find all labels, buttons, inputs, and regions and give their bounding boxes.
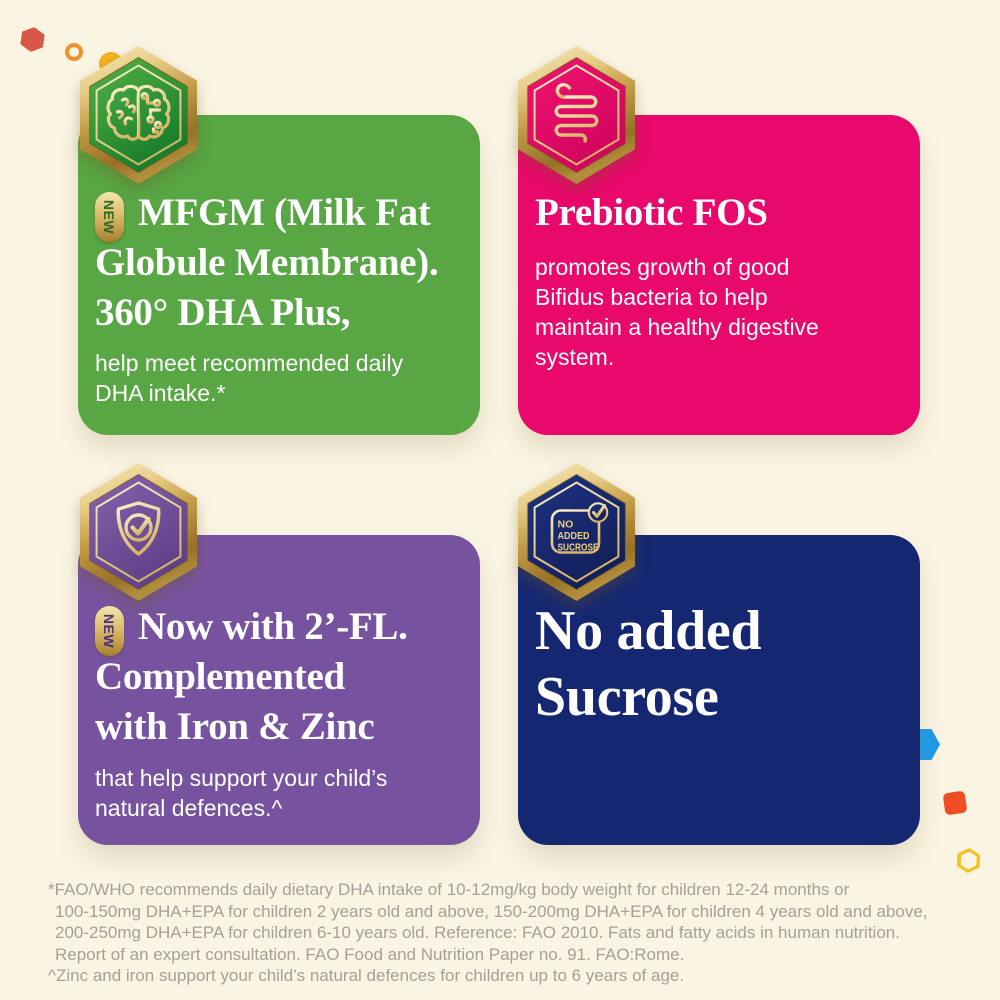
footnote-line: ^Zinc and iron support your child’s natu…	[48, 966, 685, 985]
footnotes: *FAO/WHO recommends daily dietary DHA in…	[48, 879, 953, 987]
hex-badge-prebiotic	[518, 46, 635, 184]
hex-badge-two-fl	[80, 463, 197, 601]
card-body-line: system.	[535, 344, 615, 370]
card-mfgm: NEW MFGM (Milk Fat Globule Membrane). 36…	[78, 115, 480, 435]
deco-red-hexagon	[19, 26, 45, 54]
seal-text-line: NO	[558, 519, 574, 531]
card-heading-line: Globule Membrane).	[95, 241, 439, 284]
footnote-line: *FAO/WHO recommends daily dietary DHA in…	[48, 880, 850, 899]
card-body-line: promotes growth of good	[535, 254, 790, 280]
no-added-sucrose-seal-icon: NO ADDED SUCROSE	[550, 502, 609, 554]
card-heading-line: Sucrose	[535, 666, 719, 728]
new-badge: NEW	[95, 606, 124, 656]
card-body-line: DHA intake.*	[95, 380, 226, 406]
card-heading-line: 360° DHA Plus,	[95, 291, 351, 334]
card-heading-line: Complemented	[95, 655, 345, 698]
card-body-line: help meet recommended daily	[95, 350, 404, 376]
card-body-line: maintain a healthy digestive	[535, 314, 819, 340]
seal-text-line: SUCROSE	[558, 543, 599, 554]
footnote-line: 200-250mg DHA+EPA for children 6-10 year…	[55, 923, 900, 942]
brain-circuit-icon	[106, 84, 171, 141]
footnote-line: 100-150mg DHA+EPA for children 2 years o…	[55, 901, 928, 921]
deco-orange-square	[942, 790, 968, 816]
hex-badge-mfgm	[80, 46, 197, 184]
hex-badge-no-added-sucrose: NO ADDED SUCROSE	[518, 463, 635, 601]
card-body-line: Bifidus bacteria to help	[535, 284, 768, 310]
card-body-line: that help support your child’s	[95, 765, 388, 791]
card-heading-line: Prebiotic FOS	[535, 191, 768, 234]
footnote-line: Report of an expert consultation. FAO Fo…	[55, 944, 685, 964]
card-heading-line: Now with 2’-FL.	[138, 605, 408, 648]
shield-check-icon	[116, 501, 161, 556]
intestine-icon	[554, 83, 599, 143]
card-heading-line: No added	[535, 600, 762, 662]
card-heading-line: with Iron & Zinc	[95, 705, 375, 748]
card-body-line: natural defences.^	[95, 795, 283, 821]
seal-text-line: ADDED	[558, 531, 590, 542]
deco-yellow-hexagon-outline	[956, 847, 981, 874]
deco-orange-ring	[65, 43, 83, 61]
new-badge: NEW	[95, 192, 124, 242]
new-badge-label: NEW	[101, 199, 118, 235]
card-heading-line: MFGM (Milk Fat	[138, 191, 431, 234]
check-icon	[592, 504, 606, 518]
new-badge-label: NEW	[101, 613, 118, 649]
